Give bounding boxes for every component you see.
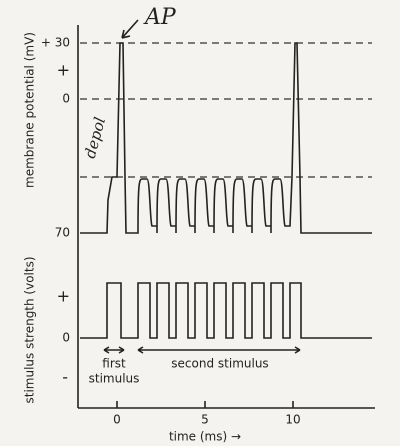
tick-label: + [57, 61, 70, 80]
stimulus-trace [80, 282, 372, 339]
x-label: time (ms) → [169, 430, 241, 444]
tick-label: 70 [55, 226, 70, 240]
annotation: first [102, 357, 126, 371]
tick-label: + 30 [41, 36, 70, 50]
tick-label: 0 [62, 331, 70, 345]
annotation: second stimulus [171, 357, 268, 371]
tick-label: - [62, 368, 68, 387]
second-arrow [137, 346, 301, 354]
y-label: stimulus strength (volts) [23, 256, 37, 403]
ap-arrow [121, 19, 139, 39]
x-tick-label: 10 [285, 413, 300, 427]
x-tick-label: 5 [201, 413, 209, 427]
annotation: AP [143, 5, 177, 30]
tick-label: + [57, 287, 70, 306]
annotation: stimulus [89, 372, 140, 386]
y-label: membrane potential (mV) [23, 32, 37, 188]
first-arrow [103, 346, 125, 354]
membrane-trace [80, 42, 372, 234]
annotation: depol [81, 115, 109, 160]
tick-label: 0 [62, 92, 70, 106]
x-tick-label: 0 [113, 413, 121, 427]
